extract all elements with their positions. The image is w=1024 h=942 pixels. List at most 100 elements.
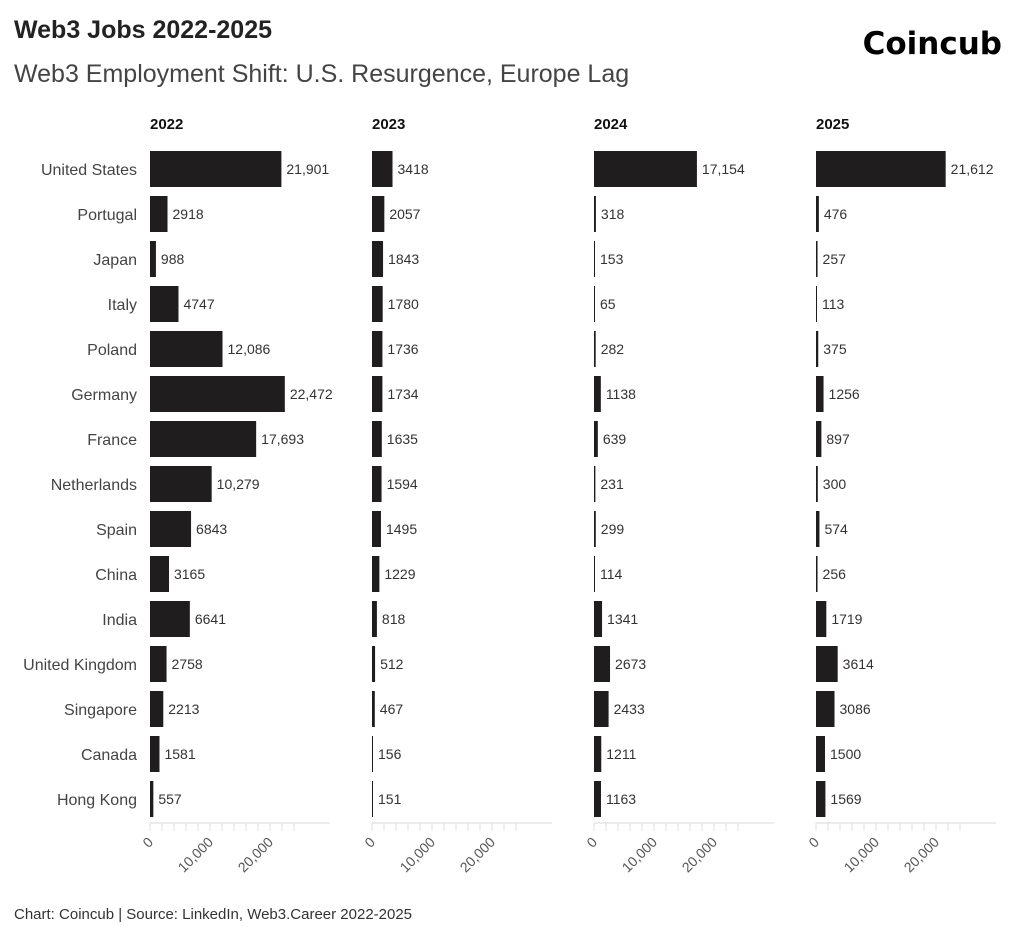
data-label: 113 — [822, 296, 845, 312]
bar-2022 — [150, 421, 257, 457]
data-label: 1736 — [387, 341, 418, 357]
data-label: 512 — [380, 656, 404, 672]
bar-2023 — [372, 691, 375, 727]
data-label: 375 — [823, 341, 847, 357]
bar-2024 — [594, 286, 595, 322]
bar-2024 — [594, 241, 595, 277]
bar-2024 — [594, 736, 602, 772]
x-tick-label: 10,000 — [397, 834, 439, 876]
data-label: 1229 — [384, 566, 415, 582]
x-tick-label: 20,000 — [457, 834, 499, 876]
data-label: 257 — [823, 251, 847, 267]
bar-2022 — [150, 601, 190, 637]
category-label: Japan — [93, 252, 137, 269]
category-label: Singapore — [64, 702, 137, 719]
data-label: 2918 — [173, 206, 204, 222]
data-label: 1256 — [829, 386, 860, 402]
data-label: 476 — [824, 206, 848, 222]
category-label: Canada — [81, 747, 137, 764]
x-tick-label: 0 — [805, 834, 822, 851]
bar-2024 — [594, 781, 601, 817]
chart-subtitle: Web3 Employment Shift: U.S. Resurgence, … — [14, 60, 630, 88]
data-label: 65 — [600, 296, 616, 312]
bar-2025 — [816, 601, 827, 637]
bar-2023 — [372, 601, 377, 637]
data-label: 2758 — [172, 656, 203, 672]
bar-2023 — [372, 196, 385, 232]
bar-2025 — [816, 781, 826, 817]
bar-2025 — [816, 736, 825, 772]
data-label: 22,472 — [290, 386, 333, 402]
bar-2023 — [372, 241, 384, 277]
data-label: 1495 — [386, 521, 417, 537]
data-label: 818 — [382, 611, 406, 627]
bar-2022 — [150, 646, 167, 682]
bar-2025 — [816, 376, 824, 412]
bar-2022 — [150, 151, 282, 187]
bar-2022 — [150, 736, 160, 772]
bar-2025 — [816, 691, 835, 727]
bar-2022 — [150, 286, 179, 322]
bar-2023 — [372, 466, 382, 502]
bar-2022 — [150, 331, 223, 367]
data-label: 10,279 — [217, 476, 260, 492]
x-tick-label: 10,000 — [175, 834, 217, 876]
data-label: 988 — [161, 251, 185, 267]
bar-2024 — [594, 511, 596, 547]
data-label: 1163 — [606, 791, 636, 807]
data-label: 1843 — [388, 251, 419, 267]
data-label: 897 — [826, 431, 850, 447]
bar-2023 — [372, 781, 373, 817]
data-label: 3614 — [843, 656, 874, 672]
bar-2025 — [816, 511, 820, 547]
x-tick-label: 10,000 — [841, 834, 883, 876]
data-label: 6843 — [196, 521, 227, 537]
bar-2024 — [594, 196, 596, 232]
category-label: Italy — [108, 297, 137, 314]
panel-title: 2025 — [816, 116, 849, 133]
data-label: 3418 — [398, 161, 429, 177]
bar-2022 — [150, 556, 169, 592]
data-label: 1341 — [607, 611, 638, 627]
category-label: France — [87, 432, 137, 449]
bar-2023 — [372, 556, 380, 592]
chart-footer: Chart: Coincub | Source: LinkedIn, Web3.… — [14, 906, 413, 923]
category-label: United States — [41, 162, 137, 179]
bar-2025 — [816, 151, 946, 187]
bar-2024 — [594, 466, 596, 502]
data-label: 231 — [600, 476, 624, 492]
category-label: Germany — [71, 387, 137, 404]
panel-title: 2024 — [594, 116, 628, 133]
bar-2025 — [816, 421, 822, 457]
data-label: 114 — [600, 566, 623, 582]
x-tick-label: 20,000 — [901, 834, 943, 876]
bar-2024 — [594, 556, 595, 592]
category-label: Hong Kong — [57, 792, 137, 809]
data-label: 299 — [601, 521, 625, 537]
data-label: 1635 — [387, 431, 418, 447]
data-label: 17,693 — [261, 431, 304, 447]
data-label: 1719 — [831, 611, 862, 627]
x-tick-label: 20,000 — [679, 834, 721, 876]
data-label: 1594 — [387, 476, 418, 492]
data-label: 1734 — [387, 386, 418, 402]
bar-2025 — [816, 196, 819, 232]
data-label: 12,086 — [228, 341, 271, 357]
data-label: 318 — [601, 206, 625, 222]
category-label: China — [95, 567, 137, 584]
bar-2023 — [372, 151, 393, 187]
bar-2022 — [150, 781, 154, 817]
data-label: 467 — [380, 701, 404, 717]
panel-title: 2023 — [372, 116, 405, 133]
data-label: 21,901 — [286, 161, 329, 177]
data-label: 256 — [823, 566, 847, 582]
bar-2022 — [150, 376, 285, 412]
bar-2025 — [816, 286, 817, 322]
bar-2025 — [816, 466, 818, 502]
category-label: India — [102, 612, 137, 629]
bar-2022 — [150, 466, 212, 502]
bar-2024 — [594, 151, 697, 187]
data-label: 1138 — [606, 386, 636, 402]
